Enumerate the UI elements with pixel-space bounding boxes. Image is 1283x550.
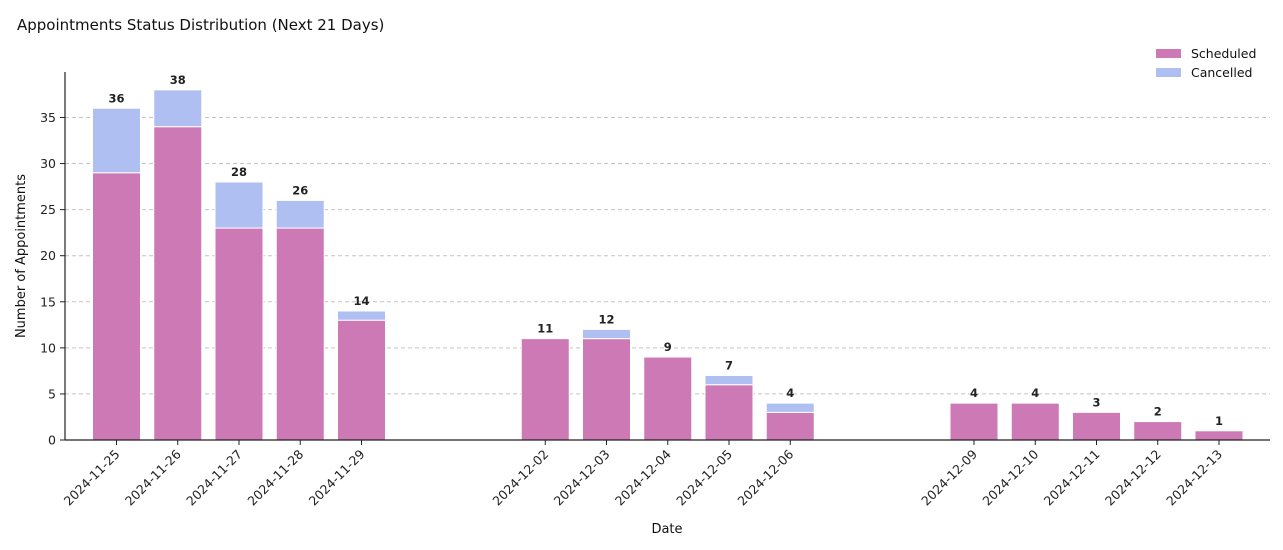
data-label: 3 [1092, 395, 1100, 409]
bar-scheduled [275, 227, 325, 441]
bar-scheduled [582, 338, 631, 441]
x-tick-label: 2024-11-28 [244, 446, 306, 508]
x-axis-label: Date [651, 522, 682, 537]
bar-scheduled [337, 319, 386, 441]
bar-cancelled [704, 374, 754, 386]
legend-label-cancelled: Cancelled [1191, 65, 1253, 80]
data-label: 38 [170, 73, 186, 87]
bar-scheduled [643, 356, 693, 441]
legend-swatch-cancelled [1156, 68, 1181, 77]
x-tick-label: 2024-12-13 [1163, 447, 1225, 509]
y-tick-label: 35 [40, 110, 56, 125]
x-tick-label: 2024-11-26 [122, 446, 184, 508]
bar-scheduled [1194, 430, 1244, 441]
x-tick-label: 2024-12-10 [979, 446, 1041, 508]
bar-cancelled [153, 89, 203, 128]
data-label: 1 [1215, 414, 1223, 428]
legend-item-cancelled: Cancelled [1156, 63, 1256, 82]
y-tick-label: 5 [48, 386, 56, 401]
bar-cancelled [92, 107, 141, 174]
x-tick-label: 2024-12-09 [918, 446, 980, 508]
x-tick-label: 2024-12-04 [612, 446, 674, 508]
data-label: 28 [231, 165, 247, 179]
data-label: 9 [664, 340, 672, 354]
y-tick-label: 30 [40, 156, 56, 171]
data-label: 14 [353, 294, 369, 308]
bar-scheduled [92, 172, 141, 441]
x-tick-label: 2024-12-12 [1102, 447, 1164, 509]
bar-scheduled [1072, 411, 1121, 441]
bar-scheduled [1010, 402, 1060, 441]
data-label: 2 [1154, 405, 1162, 419]
bar-scheduled [153, 126, 203, 441]
legend-swatch-scheduled [1156, 49, 1181, 58]
y-tick-label: 15 [40, 294, 56, 309]
bar-scheduled [949, 402, 999, 441]
x-tick-label: 2024-11-27 [183, 447, 245, 509]
data-label: 11 [537, 322, 553, 336]
y-tick-label: 25 [40, 202, 56, 217]
legend-item-scheduled: Scheduled [1156, 44, 1256, 63]
x-tick-label: 2024-11-29 [306, 446, 368, 508]
chart-title: Appointments Status Distribution (Next 2… [17, 16, 385, 34]
data-label: 4 [1031, 386, 1039, 400]
legend-label-scheduled: Scheduled [1191, 46, 1257, 61]
x-tick-label: 2024-12-11 [1041, 447, 1103, 509]
bar-scheduled [1133, 421, 1183, 441]
y-axis-label: Number of Appointments [14, 174, 29, 338]
bar-scheduled [765, 411, 815, 441]
bar-cancelled [275, 199, 325, 229]
bar-scheduled [704, 384, 754, 441]
data-label: 12 [598, 312, 614, 326]
y-tick-label: 10 [40, 340, 56, 355]
bar-cancelled [337, 310, 386, 321]
bar-cancelled [582, 328, 631, 340]
bar-cancelled [214, 181, 264, 229]
legend: Scheduled Cancelled [1156, 44, 1256, 82]
bar-scheduled [520, 338, 570, 441]
y-tick-label: 0 [48, 433, 56, 448]
x-tick-label: 2024-12-03 [551, 447, 613, 509]
x-tick-label: 2024-12-06 [734, 446, 796, 508]
x-tick-label: 2024-12-02 [489, 447, 551, 509]
x-tick-label: 2024-12-05 [673, 447, 735, 509]
data-label: 26 [292, 183, 308, 197]
data-label: 36 [108, 91, 124, 105]
data-label: 4 [970, 386, 978, 400]
bar-cancelled [765, 402, 815, 413]
bar-scheduled [214, 227, 264, 441]
data-label: 7 [725, 358, 733, 372]
data-label: 4 [786, 386, 794, 400]
y-tick-label: 20 [40, 248, 56, 263]
x-tick-label: 2024-11-25 [61, 447, 123, 509]
